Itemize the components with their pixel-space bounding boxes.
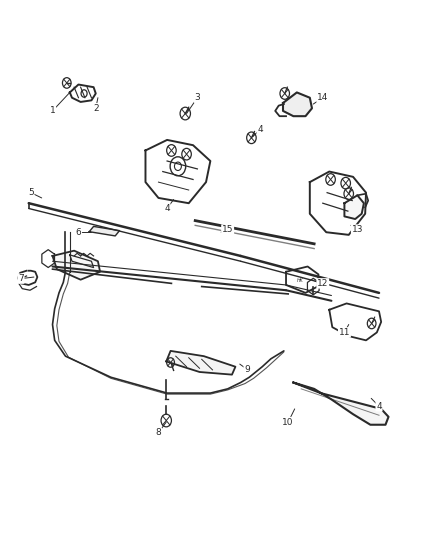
Text: 10: 10 [283, 417, 294, 426]
Polygon shape [89, 227, 120, 236]
Text: 13: 13 [352, 225, 363, 234]
Text: 3: 3 [194, 93, 200, 102]
Polygon shape [166, 351, 236, 375]
Text: 9: 9 [244, 365, 250, 374]
Text: 2: 2 [93, 104, 99, 113]
Text: 15: 15 [222, 225, 233, 234]
Text: 5: 5 [28, 188, 34, 197]
Text: 4: 4 [376, 402, 382, 411]
Text: 11: 11 [339, 328, 350, 337]
Text: 8: 8 [155, 428, 161, 437]
Text: 12: 12 [317, 279, 328, 288]
Text: 6: 6 [76, 228, 81, 237]
Polygon shape [53, 251, 100, 280]
Text: 4: 4 [257, 125, 263, 134]
Polygon shape [283, 92, 312, 116]
Text: HK: HK [297, 278, 304, 282]
Text: 4: 4 [164, 204, 170, 213]
Text: 14: 14 [317, 93, 328, 102]
Polygon shape [293, 383, 389, 425]
Text: 1: 1 [49, 107, 55, 116]
Text: 7: 7 [18, 274, 24, 283]
Polygon shape [344, 195, 364, 219]
